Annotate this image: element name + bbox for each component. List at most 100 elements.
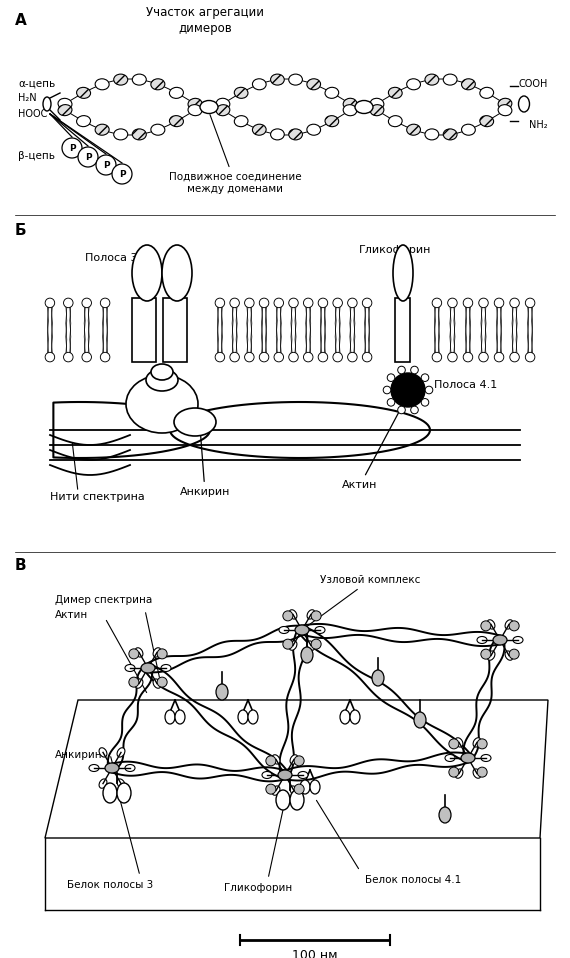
Ellipse shape [95,125,109,135]
Text: P: P [119,170,125,178]
Circle shape [383,386,391,394]
Text: Анкирин: Анкирин [55,750,103,760]
Text: COOH: COOH [519,79,548,89]
Circle shape [245,298,254,308]
Text: HOOC: HOOC [18,109,47,119]
Ellipse shape [126,375,198,433]
Ellipse shape [481,755,491,762]
Circle shape [283,639,293,650]
Ellipse shape [301,647,313,663]
Ellipse shape [439,807,451,823]
Ellipse shape [76,87,91,99]
Text: 100 нм: 100 нм [292,949,338,958]
Ellipse shape [340,710,350,724]
Circle shape [259,298,269,308]
Circle shape [479,298,488,308]
Ellipse shape [445,755,455,762]
Ellipse shape [117,748,125,757]
Circle shape [447,353,457,362]
Text: Белок полосы 4.1: Белок полосы 4.1 [365,875,461,885]
Circle shape [157,649,167,659]
Ellipse shape [519,96,530,112]
Ellipse shape [279,627,289,633]
Ellipse shape [76,116,91,126]
Ellipse shape [99,779,107,788]
Ellipse shape [271,129,284,140]
Circle shape [387,374,395,381]
Ellipse shape [105,763,119,773]
Bar [395,298,410,362]
Text: Гликофорин: Гликофорин [224,883,292,893]
Circle shape [100,298,110,308]
Circle shape [421,399,429,406]
Circle shape [509,621,519,631]
Ellipse shape [290,786,298,795]
Circle shape [449,767,459,777]
Ellipse shape [307,641,315,650]
Ellipse shape [315,627,325,633]
Ellipse shape [132,245,162,301]
Circle shape [63,353,73,362]
Ellipse shape [388,116,402,126]
Ellipse shape [289,129,303,140]
Circle shape [100,353,110,362]
Circle shape [62,138,82,158]
Circle shape [259,353,269,362]
Circle shape [398,366,405,374]
Text: β-цепь: β-цепь [18,151,55,161]
Ellipse shape [325,116,339,126]
Ellipse shape [200,101,218,113]
Ellipse shape [271,74,284,85]
Ellipse shape [493,635,507,645]
Circle shape [294,785,304,794]
Ellipse shape [473,738,481,747]
Text: Димер спектрина: Димер спектрина [55,595,152,605]
Text: А: А [15,13,27,28]
Ellipse shape [406,125,421,135]
Ellipse shape [505,650,513,660]
Ellipse shape [95,79,109,90]
Ellipse shape [290,755,298,764]
Text: Подвижное соединение
между доменами: Подвижное соединение между доменами [169,115,302,194]
Ellipse shape [276,790,290,810]
Ellipse shape [455,738,463,747]
Circle shape [112,164,132,184]
Circle shape [481,650,491,659]
Ellipse shape [425,129,439,140]
Ellipse shape [289,74,303,85]
Ellipse shape [117,783,131,803]
Circle shape [157,677,167,687]
Ellipse shape [99,748,107,757]
Ellipse shape [262,771,272,779]
Ellipse shape [125,764,135,771]
Ellipse shape [234,116,248,126]
Ellipse shape [414,712,426,728]
Ellipse shape [278,770,292,780]
Text: α-цепь: α-цепь [18,79,55,89]
Ellipse shape [443,129,457,140]
Ellipse shape [462,79,475,90]
Ellipse shape [135,679,143,688]
Ellipse shape [298,771,308,779]
Circle shape [411,406,418,414]
Ellipse shape [216,99,230,109]
Ellipse shape [443,74,457,85]
Ellipse shape [174,408,216,436]
Text: В: В [15,558,27,573]
Circle shape [494,298,504,308]
Ellipse shape [343,99,357,109]
Circle shape [274,298,283,308]
Ellipse shape [153,648,161,657]
Ellipse shape [153,679,161,688]
Text: Актин: Актин [55,610,88,620]
Circle shape [387,399,395,406]
Ellipse shape [132,129,146,140]
Circle shape [526,298,535,308]
Ellipse shape [355,101,373,113]
Circle shape [289,353,298,362]
Ellipse shape [169,87,184,99]
Ellipse shape [169,116,184,126]
Ellipse shape [113,129,128,140]
Bar [163,298,187,362]
Ellipse shape [343,104,357,116]
